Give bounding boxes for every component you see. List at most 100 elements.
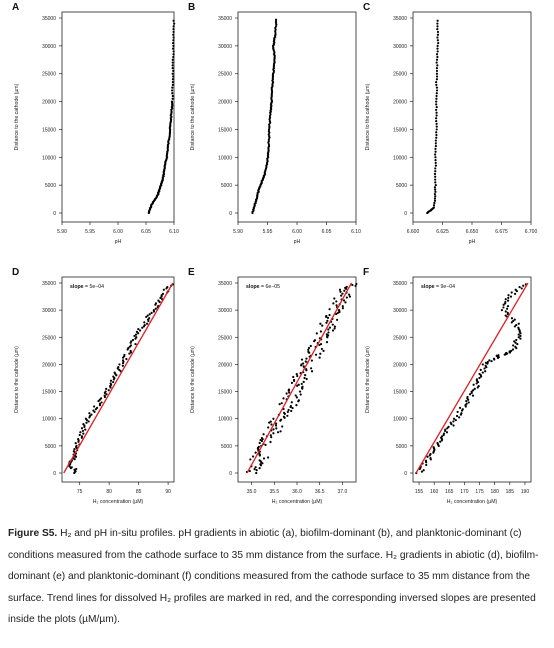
x-tick-label: 35.0 xyxy=(247,489,257,495)
data-point xyxy=(262,457,266,460)
data-point xyxy=(143,321,146,324)
data-point xyxy=(318,356,321,359)
data-point xyxy=(251,455,255,458)
data-point xyxy=(300,382,303,385)
x-tick-label: 35.5 xyxy=(269,489,279,495)
data-point xyxy=(268,119,271,123)
data-point xyxy=(435,125,438,128)
data-point xyxy=(129,349,132,352)
data-point xyxy=(267,130,270,133)
data-point xyxy=(268,118,271,121)
data-point xyxy=(172,53,175,56)
data-point xyxy=(171,83,174,86)
data-point xyxy=(331,329,335,332)
data-point xyxy=(84,417,87,420)
y-tick-label: 30000 xyxy=(42,44,56,50)
data-point xyxy=(512,319,515,323)
data-point xyxy=(268,135,271,138)
y-tick-label: 20000 xyxy=(218,362,232,368)
data-point xyxy=(435,108,438,112)
data-point xyxy=(289,405,293,408)
y-tick-label: 35000 xyxy=(42,16,56,22)
data-point xyxy=(296,384,299,387)
data-point xyxy=(171,97,174,100)
data-point xyxy=(281,425,284,428)
data-point xyxy=(171,80,174,84)
data-point xyxy=(267,143,271,146)
y-tick-label: 0 xyxy=(53,211,56,217)
data-point xyxy=(70,466,73,469)
data-point xyxy=(290,409,293,413)
data-point xyxy=(468,393,472,396)
data-point xyxy=(331,323,334,326)
data-point xyxy=(258,441,261,445)
y-tick-label: 0 xyxy=(229,471,232,477)
data-point xyxy=(343,289,346,292)
data-point xyxy=(345,296,348,299)
x-tick-label: 6.00 xyxy=(113,229,123,235)
data-point xyxy=(514,288,517,291)
data-point xyxy=(326,316,330,319)
data-point xyxy=(274,18,278,21)
data-point xyxy=(514,345,517,348)
data-point xyxy=(267,145,271,148)
data-point xyxy=(434,147,437,151)
data-point xyxy=(274,31,277,35)
data-point xyxy=(286,410,289,414)
data-point xyxy=(172,28,175,31)
data-point xyxy=(171,58,174,61)
caption-label: Figure S5. xyxy=(8,528,58,539)
data-point xyxy=(434,156,437,159)
x-tick-label: 36.0 xyxy=(292,489,302,495)
data-point xyxy=(434,178,437,181)
data-point xyxy=(432,206,435,209)
data-point xyxy=(143,323,146,327)
data-point xyxy=(269,434,272,437)
data-point xyxy=(504,310,507,313)
data-point xyxy=(429,456,432,460)
data-point xyxy=(335,312,338,316)
data-point xyxy=(328,308,331,311)
data-point xyxy=(92,409,95,412)
data-point xyxy=(449,421,452,424)
data-point xyxy=(75,444,78,447)
data-point xyxy=(259,438,262,442)
data-point xyxy=(333,325,337,328)
y-tick-label: 5000 xyxy=(221,444,232,450)
y-axis-label: Distance to the cathode (µm) xyxy=(190,83,196,150)
data-point xyxy=(145,322,149,325)
data-point xyxy=(300,358,304,361)
data-point xyxy=(113,371,116,374)
data-point xyxy=(435,83,438,86)
trend-line xyxy=(246,282,353,474)
data-point xyxy=(255,471,258,475)
x-tick-label: 6.700 xyxy=(525,229,538,235)
data-point xyxy=(504,314,507,317)
data-point xyxy=(522,284,525,287)
data-point xyxy=(267,138,270,141)
x-tick-label: 5.90 xyxy=(233,229,243,235)
data-point xyxy=(82,432,85,435)
data-point xyxy=(290,381,294,384)
data-point xyxy=(336,318,339,321)
data-point xyxy=(274,33,277,36)
data-point xyxy=(309,367,313,370)
data-point xyxy=(268,123,271,126)
data-point xyxy=(138,329,142,332)
data-point xyxy=(307,348,310,351)
data-point xyxy=(434,184,437,187)
data-point xyxy=(328,313,331,317)
data-point xyxy=(275,427,278,430)
data-point xyxy=(150,311,153,314)
data-point xyxy=(172,19,175,22)
data-point xyxy=(471,394,475,397)
slope-label: slope = 6e−05 xyxy=(246,284,280,290)
data-point xyxy=(336,311,339,315)
data-point xyxy=(314,353,318,356)
x-axis-label: H₂ concentration (µM) xyxy=(447,499,498,505)
data-point xyxy=(319,352,322,355)
data-point xyxy=(290,401,293,404)
data-point xyxy=(490,360,493,363)
data-point xyxy=(276,431,280,434)
data-point xyxy=(467,401,470,404)
